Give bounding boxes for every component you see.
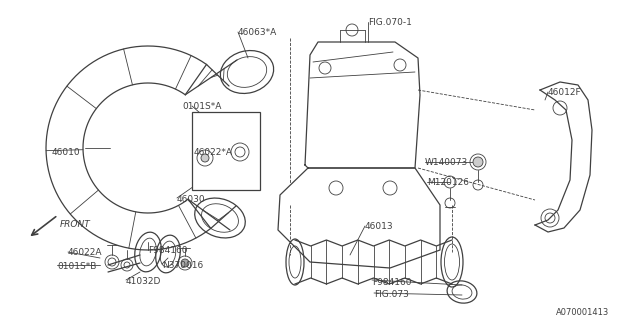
Polygon shape: [295, 240, 452, 284]
Text: FIG.073: FIG.073: [374, 290, 409, 299]
Text: 46022*A: 46022*A: [194, 148, 233, 157]
Circle shape: [473, 157, 483, 167]
Text: FIG.070-1: FIG.070-1: [368, 18, 412, 27]
Text: A070001413: A070001413: [556, 308, 609, 317]
Polygon shape: [535, 82, 592, 232]
Text: 46010: 46010: [52, 148, 81, 157]
Text: W140073: W140073: [425, 158, 468, 167]
Text: 46012F: 46012F: [548, 88, 582, 97]
Text: F984160: F984160: [372, 278, 412, 287]
Text: FRONT: FRONT: [60, 220, 91, 229]
Text: M120126: M120126: [427, 178, 469, 187]
Text: 46030: 46030: [177, 195, 205, 204]
Text: N370016: N370016: [162, 261, 204, 270]
Text: 46022A: 46022A: [68, 248, 102, 257]
Circle shape: [201, 154, 209, 162]
Text: 46013: 46013: [365, 222, 394, 231]
Circle shape: [181, 259, 189, 267]
Bar: [192, 112, 260, 190]
Text: 41032D: 41032D: [126, 277, 161, 286]
Text: 46063*A: 46063*A: [238, 28, 277, 37]
Polygon shape: [46, 46, 211, 250]
Polygon shape: [305, 42, 420, 168]
Polygon shape: [278, 168, 440, 268]
Text: F984160: F984160: [148, 246, 188, 255]
Text: 0101S*A: 0101S*A: [182, 102, 221, 111]
Text: 0101S*B: 0101S*B: [57, 262, 97, 271]
